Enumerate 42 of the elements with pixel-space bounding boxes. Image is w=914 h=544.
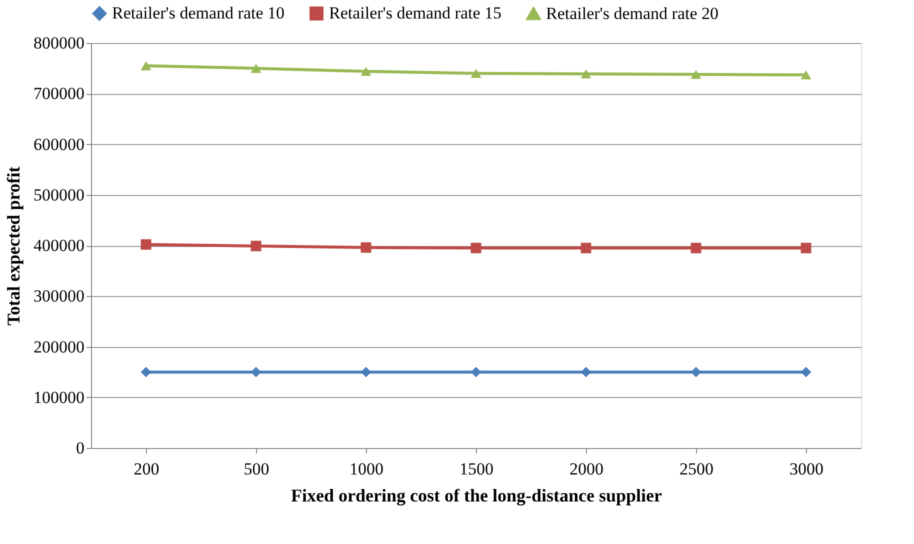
x-axis-title: Fixed ordering cost of the long-distance supplier [291, 486, 662, 506]
point [800, 242, 812, 254]
point [140, 239, 152, 250]
legend-label: Retailer's demand rate 15 [329, 4, 502, 23]
point [360, 366, 372, 378]
legend-label: Retailer's demand rate 20 [546, 4, 719, 23]
point [360, 242, 372, 253]
point [580, 366, 592, 378]
x-tick-label: 500 [244, 460, 270, 478]
y-axis-title: Total expected profit [4, 166, 24, 326]
point [800, 366, 812, 378]
y-tick-label: 300000 [34, 286, 84, 306]
point [470, 68, 482, 78]
y-tick-label: 500000 [34, 185, 84, 204]
point [470, 366, 482, 378]
point [690, 70, 702, 79]
point [250, 240, 262, 252]
x-tick-label: 1000 [350, 460, 384, 478]
y-tick-label: 700000 [34, 84, 84, 104]
point [250, 366, 262, 378]
y-tick-label: 200000 [34, 337, 84, 356]
y-tick-label: 100000 [34, 388, 84, 407]
x-tick-label: 2000 [570, 460, 604, 478]
point [690, 242, 702, 254]
point [140, 61, 152, 70]
point [580, 69, 592, 78]
x-tick-label: 1500 [460, 460, 494, 478]
legend-label: Retailer's demand rate 10 [112, 4, 285, 23]
x-tick-label: 3000 [790, 460, 824, 478]
y-tick-label: 600000 [34, 134, 84, 154]
y-tick-label: 800000 [34, 34, 84, 52]
point [360, 66, 372, 76]
y-tick-label: 400000 [34, 236, 84, 255]
point [800, 70, 812, 80]
y-tick-label: 0 [76, 438, 84, 458]
point [580, 242, 592, 254]
point [470, 242, 482, 254]
point [690, 366, 702, 378]
x-tick-label: 200 [134, 460, 160, 478]
point [140, 366, 152, 378]
point [250, 64, 262, 73]
x-tick-label: 2500 [680, 460, 714, 478]
